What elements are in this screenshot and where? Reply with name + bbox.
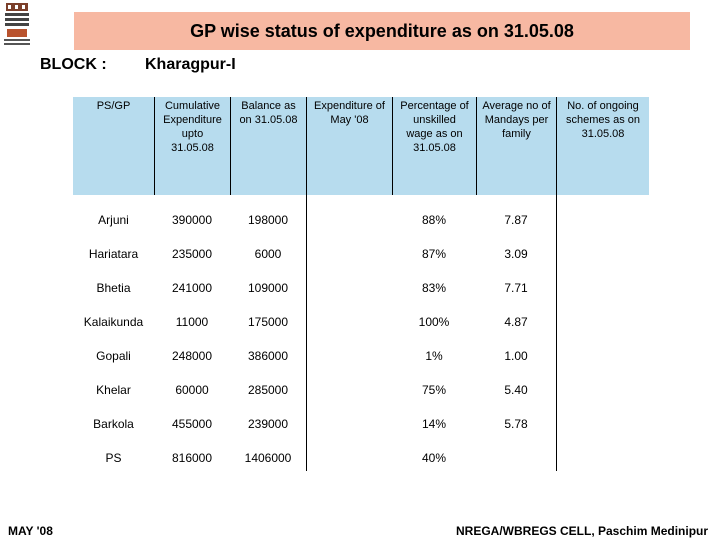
cell-cumulative: 235000 xyxy=(171,247,213,261)
title-banner: GP wise status of expenditure as on 31.0… xyxy=(74,12,690,50)
cell-cumulative: 11000 xyxy=(175,315,209,329)
cell-name: Arjuni xyxy=(98,213,129,227)
cell-cumulative: 390000 xyxy=(171,213,213,227)
page-title: GP wise status of expenditure as on 31.0… xyxy=(190,20,574,41)
cell-balance: 198000 xyxy=(247,213,289,227)
cell-avg-mandays xyxy=(476,450,556,466)
cell-balance: 6000 xyxy=(254,247,282,261)
cell-cumulative: 241000 xyxy=(171,281,213,295)
cell-cumulative: 816000 xyxy=(171,451,213,465)
cell-name: Hariatara xyxy=(88,247,139,261)
header-cumulative-expenditure: Cumulative Expenditure upto 31.05.08 xyxy=(154,97,230,195)
header-expenditure-may: Expenditure of May '08 xyxy=(306,97,392,195)
cell-avg-mandays: 7.87 xyxy=(504,213,528,227)
emblem-logo-icon xyxy=(4,3,30,45)
column-divider xyxy=(556,195,557,471)
cell-balance: 386000 xyxy=(247,349,289,363)
cell-avg-mandays: 5.78 xyxy=(504,417,528,431)
cell-cumulative: 248000 xyxy=(171,349,213,363)
cell-avg-mandays: 7.71 xyxy=(504,281,528,295)
cell-percentage: 75% xyxy=(421,383,447,397)
footer-date: MAY '08 xyxy=(8,524,53,538)
column-divider xyxy=(306,195,307,471)
cell-percentage: 14% xyxy=(421,417,447,431)
cell-balance: 1406000 xyxy=(244,451,292,465)
cell-cumulative: 60000 xyxy=(175,383,209,397)
header-ps-gp: PS/GP xyxy=(73,97,154,195)
cell-percentage: 1% xyxy=(425,349,443,363)
header-average-mandays: Average no of Mandays per family xyxy=(476,97,556,195)
cell-percentage: 88% xyxy=(421,213,447,227)
cell-name: Khelar xyxy=(96,383,131,397)
cell-name: Bhetia xyxy=(96,281,131,295)
cell-cumulative: 455000 xyxy=(171,417,213,431)
cell-name: Kalaikunda xyxy=(83,315,144,329)
cell-percentage: 87% xyxy=(421,247,447,261)
cell-name: Gopali xyxy=(96,349,131,363)
cell-percentage: 40% xyxy=(421,451,447,465)
cell-balance: 175000 xyxy=(247,315,289,329)
block-label: BLOCK : xyxy=(40,56,107,73)
cell-name: PS xyxy=(105,451,122,465)
cell-avg-mandays: 1.00 xyxy=(504,349,528,363)
header-balance: Balance as on 31.05.08 xyxy=(230,97,306,195)
cell-avg-mandays: 3.09 xyxy=(504,247,528,261)
header-percentage-unskilled: Percentage of unskilled wage as on 31.05… xyxy=(392,97,476,195)
cell-avg-mandays: 4.87 xyxy=(504,315,528,329)
cell-name: Barkola xyxy=(93,417,134,431)
block-value: Kharagpur-I xyxy=(145,56,236,73)
header-ongoing-schemes: No. of ongoing schemes as on 31.05.08 xyxy=(556,97,649,195)
cell-percentage: 100% xyxy=(418,315,450,329)
cell-balance: 109000 xyxy=(247,281,289,295)
cell-balance: 239000 xyxy=(247,417,289,431)
cell-avg-mandays: 5.40 xyxy=(504,383,528,397)
cell-percentage: 83% xyxy=(421,281,447,295)
footer-organization: NREGA/WBREGS CELL, Paschim Medinipur xyxy=(456,524,709,538)
cell-balance: 285000 xyxy=(247,383,289,397)
